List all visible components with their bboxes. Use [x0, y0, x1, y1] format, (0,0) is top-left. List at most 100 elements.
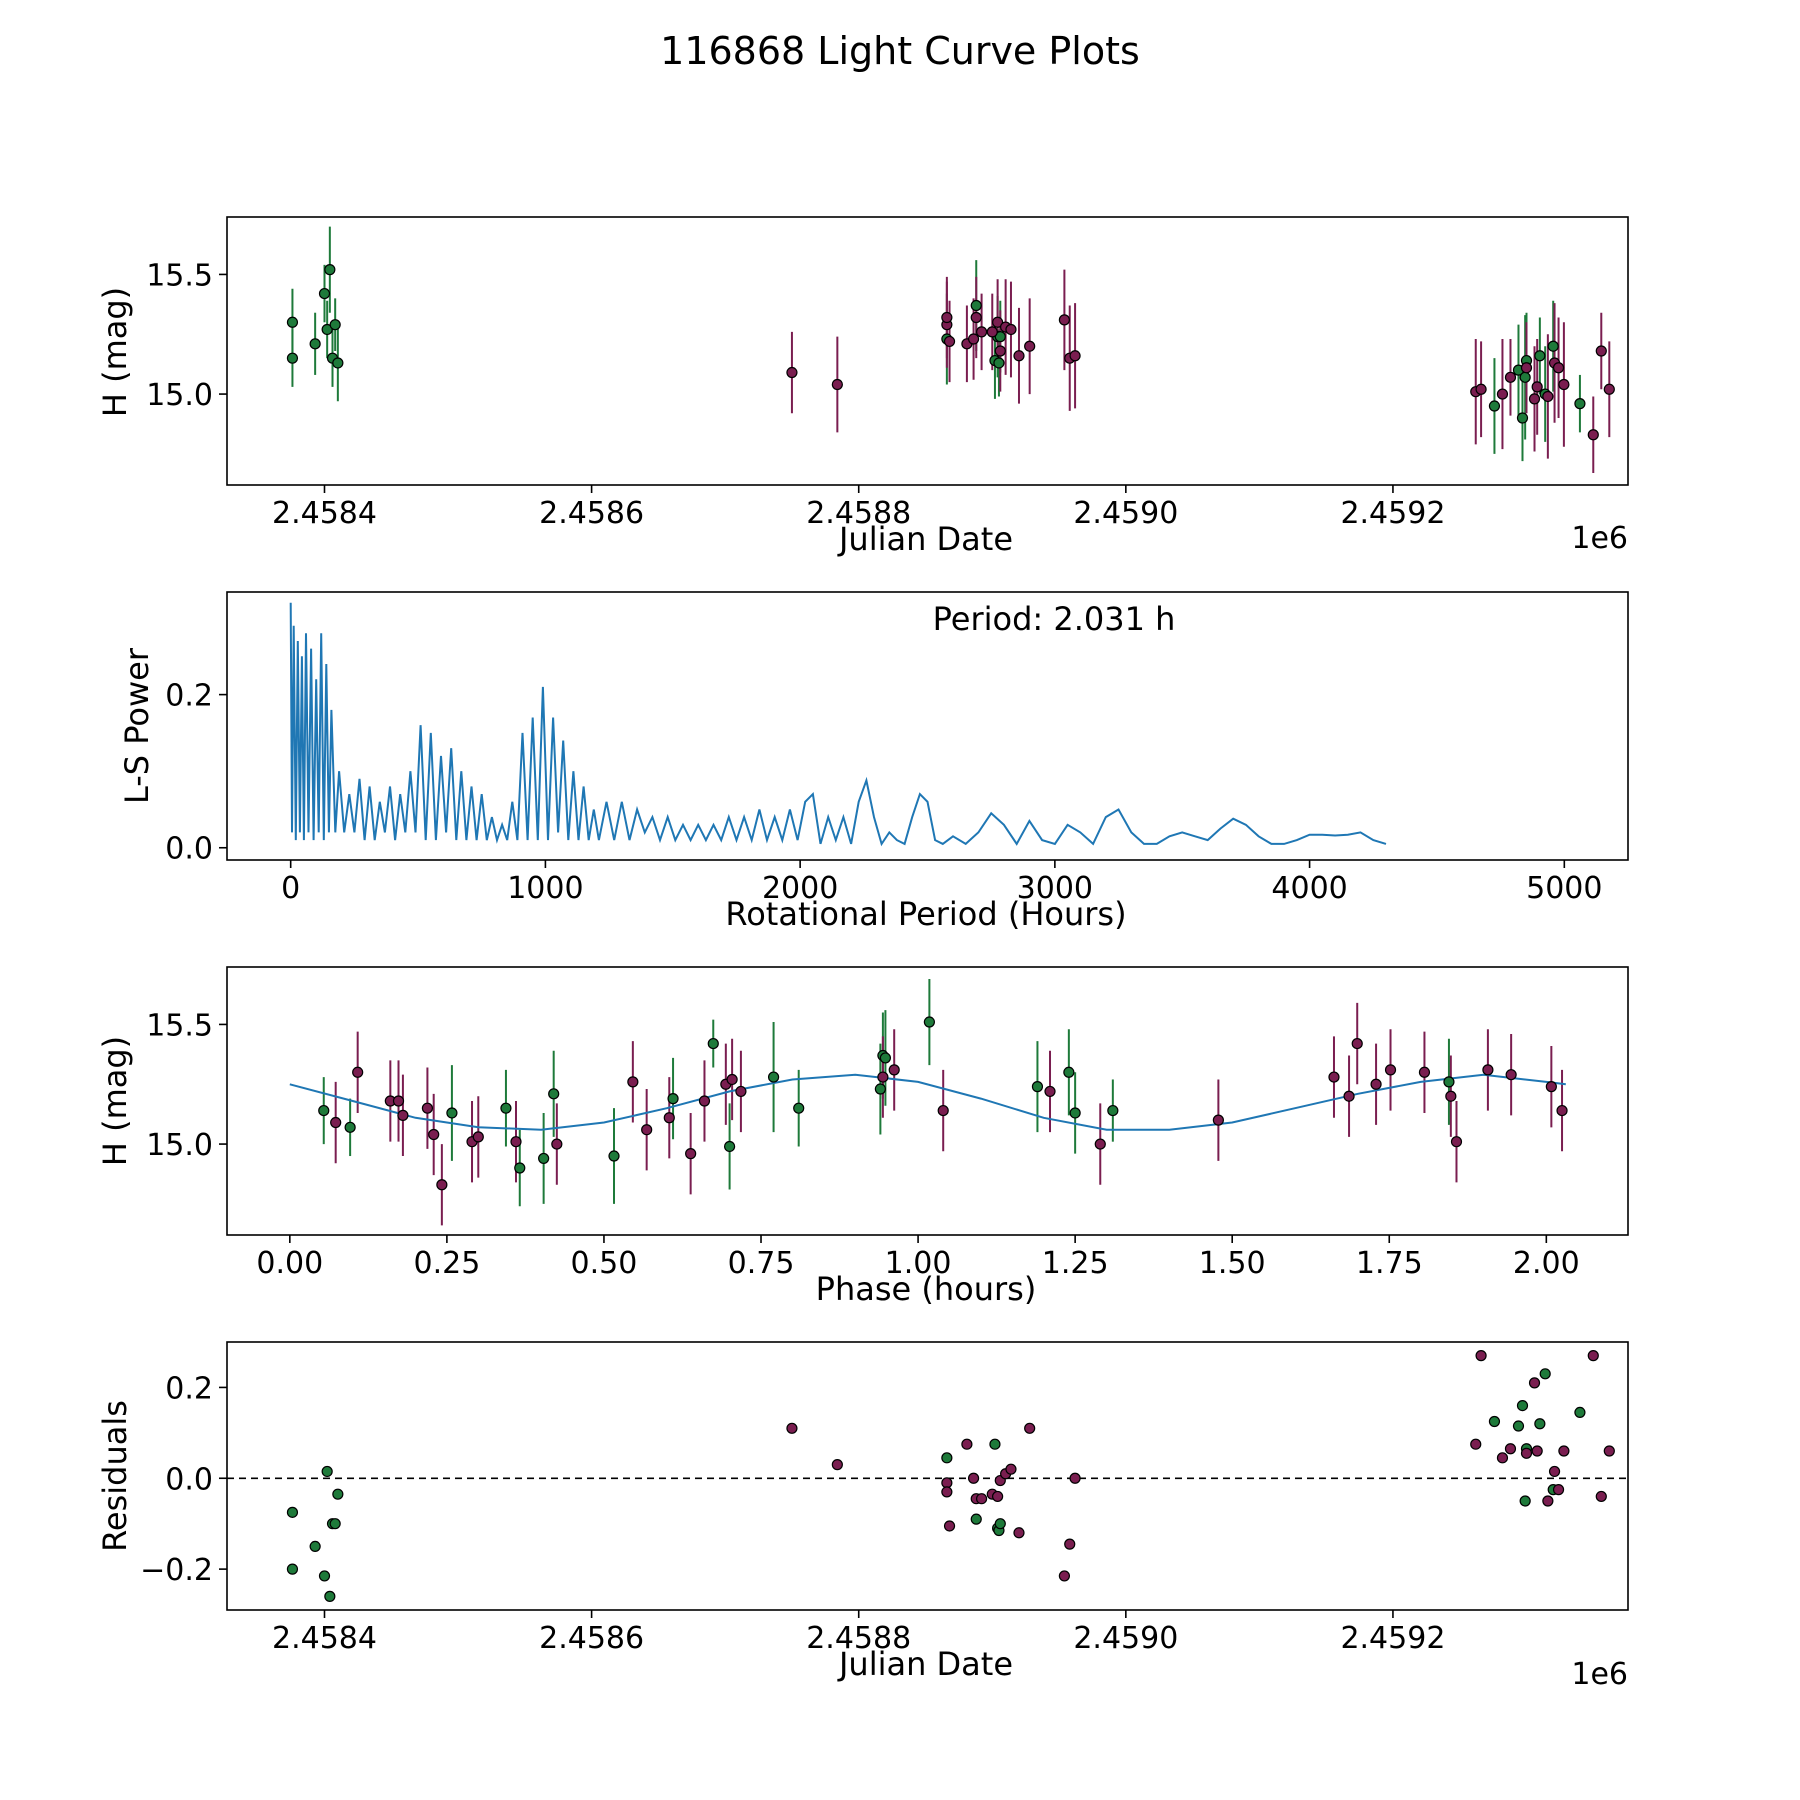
residuals-point-magenta — [1058, 1570, 1070, 1582]
phased-point-green — [707, 1037, 719, 1050]
phased-point-magenta — [1556, 1104, 1568, 1117]
phased-point-magenta — [428, 1128, 440, 1141]
residuals-point-magenta — [1069, 1472, 1081, 1484]
phased-point-magenta — [1370, 1078, 1382, 1090]
residuals-ylabel: Residuals — [96, 1400, 134, 1552]
residuals-ytick-label: 0.0 — [165, 1462, 213, 1497]
phased-point-magenta — [1094, 1138, 1106, 1150]
lightcurve-point-green — [1534, 350, 1546, 362]
lightcurve-point-magenta — [941, 311, 953, 324]
phased-point-magenta — [888, 1064, 900, 1076]
residuals-xtick-label: 2.4586 — [539, 1621, 644, 1656]
phased-point-magenta — [1212, 1114, 1224, 1126]
periodogram-xtick-label: 3000 — [1017, 871, 1093, 906]
lightcurve-point-green — [1574, 398, 1586, 410]
periodogram-xlabel: Rotational Period (Hours) — [725, 895, 1126, 933]
residuals-point-green — [1539, 1368, 1551, 1380]
residuals-xlabel: Julian Date — [837, 1645, 1013, 1683]
phased-point-green — [344, 1121, 356, 1133]
residuals-point-magenta — [961, 1438, 973, 1450]
residuals-point-magenta — [975, 1493, 988, 1505]
period-annotation: Period: 2.031 h — [933, 600, 1176, 638]
figure-title: 116868 Light Curve Plots — [660, 29, 1140, 73]
residuals-frame — [226, 1341, 1629, 1611]
phased-point-green — [446, 1107, 458, 1119]
lightcurve-xlabel: Julian Date — [837, 520, 1013, 558]
lightcurve-point-magenta — [786, 366, 798, 379]
lightcurve-point-green — [286, 352, 299, 364]
residuals-point-magenta — [1520, 1447, 1533, 1459]
lightcurve-point-magenta — [992, 316, 1004, 328]
residuals-point-green — [286, 1506, 299, 1518]
periodogram-panel: Rotational Period (Hours) L-S Power Peri… — [118, 591, 1629, 933]
phased-point-magenta — [1343, 1090, 1355, 1102]
phased-point-green — [500, 1102, 512, 1114]
lightcurve-point-magenta — [1552, 362, 1565, 374]
lightcurve-point-magenta — [1496, 388, 1509, 400]
phased-point-green — [767, 1071, 780, 1083]
phased-point-magenta — [397, 1109, 409, 1121]
lightcurve-ytick-label: 15.5 — [146, 258, 213, 293]
phased-point-magenta — [352, 1066, 364, 1078]
periodogram-ytick-label: 0.2 — [165, 679, 213, 714]
residuals-point-magenta — [1013, 1527, 1025, 1539]
phased-xtick-label: 0.25 — [413, 1246, 480, 1281]
phased-point-magenta — [436, 1179, 448, 1191]
residuals-point-green — [1574, 1406, 1586, 1419]
residuals-point-green — [324, 1590, 336, 1602]
residuals-point-magenta — [943, 1520, 956, 1532]
phased-point-magenta — [641, 1124, 653, 1136]
lightcurve-point-magenta — [1069, 350, 1081, 362]
lightcurve-point-green — [1516, 412, 1529, 424]
lightcurve-point-green — [329, 319, 341, 331]
lightcurve-point-magenta — [1542, 390, 1554, 403]
lightcurve-xtick-label: 2.4592 — [1340, 496, 1445, 531]
lightcurve-point-magenta — [1024, 340, 1036, 352]
phased-point-green — [793, 1102, 805, 1114]
phased-point-magenta — [421, 1102, 434, 1114]
phased-point-magenta — [1351, 1037, 1363, 1050]
lightcurve-point-green — [321, 323, 333, 336]
phased-point-green — [667, 1093, 679, 1105]
phased-xlabel: Phase (hours) — [816, 1270, 1037, 1308]
residuals-point-green — [994, 1518, 1006, 1530]
phased-point-magenta — [472, 1131, 484, 1143]
lightcurve-panel: Julian Date H (mag) 1e6 2.4584 2.4586 2.45… — [96, 216, 1629, 558]
lightcurve-point-green — [1488, 400, 1501, 412]
residuals-xtick-label: 2.4584 — [272, 1621, 377, 1656]
lightcurve-xtick-label: 2.4588 — [806, 496, 911, 531]
phased-point-green — [1107, 1104, 1119, 1117]
lightcurve-point-magenta — [1475, 383, 1487, 395]
lightcurve-point-magenta — [1005, 323, 1017, 336]
residuals-point-green — [1534, 1418, 1546, 1430]
phased-point-magenta — [726, 1073, 738, 1086]
periodogram-frame — [226, 591, 1629, 861]
residuals-point-green — [318, 1570, 331, 1582]
residuals-offset-text: 1e6 — [1571, 1657, 1628, 1692]
residuals-ytick-label: 0.2 — [165, 1371, 213, 1406]
phased-point-magenta — [1450, 1136, 1463, 1148]
phased-xtick-label: 1.00 — [885, 1246, 952, 1281]
lightcurve-xtick-label: 2.4590 — [1073, 496, 1178, 531]
residuals-point-magenta — [1548, 1465, 1561, 1478]
periodogram-line — [289, 602, 1387, 847]
residuals-point-magenta — [1531, 1445, 1543, 1457]
phased-panel: Phase (hours) H (mag) 0.00 0.25 0.50 0.75 1.… — [96, 966, 1629, 1308]
residuals-point-magenta — [1528, 1377, 1541, 1389]
residuals-ytick-label: −0.2 — [140, 1553, 213, 1588]
residuals-point-magenta — [1603, 1445, 1615, 1457]
residuals-point-magenta — [967, 1472, 980, 1484]
residuals-point-green — [286, 1563, 299, 1575]
phased-point-magenta — [663, 1112, 675, 1124]
lightcurve-point-magenta — [967, 333, 980, 345]
lightcurve-point-magenta — [975, 326, 988, 338]
lightcurve-point-green — [309, 338, 321, 350]
lightcurve-offset-text: 1e6 — [1571, 521, 1628, 556]
phased-point-magenta — [1384, 1064, 1397, 1076]
phased-point-green — [1063, 1066, 1075, 1078]
residuals-point-green — [332, 1488, 344, 1500]
phased-model-curve — [289, 1073, 1566, 1131]
phased-point-green — [548, 1088, 560, 1100]
lightcurve-point-green — [1519, 371, 1531, 383]
lightcurve-point-magenta — [1595, 345, 1607, 357]
